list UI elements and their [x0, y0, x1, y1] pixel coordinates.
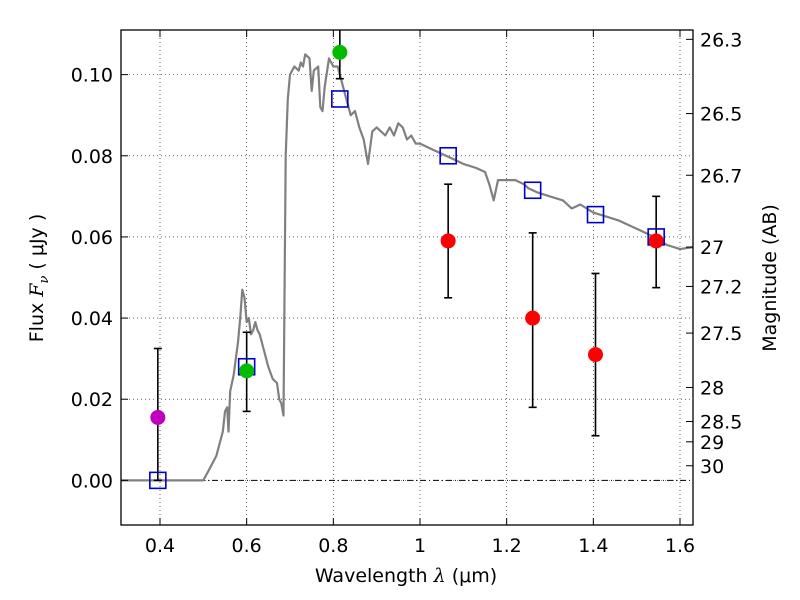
model-band-square [523, 181, 542, 200]
y2-tick-label: 27.2 [700, 276, 742, 298]
x-tick-label: 0.6 [232, 535, 262, 557]
y2-tick-label: 26.3 [700, 29, 742, 51]
x-tick-label: 0.4 [145, 535, 175, 557]
y2-tick-label: 30 [700, 456, 724, 478]
plot-frame [120, 29, 694, 526]
model-band-square [149, 471, 167, 490]
observed-photometry-markers [150, 44, 664, 425]
y-tick-label: 0.04 [71, 308, 113, 330]
y2-tick-label: 28.5 [700, 412, 742, 434]
x-tick-label: 0.8 [318, 535, 348, 557]
model-spectrum-line [121, 53, 693, 482]
observed-flux-point [239, 363, 255, 379]
y2-tick-label: 27.5 [700, 323, 742, 345]
x-tick-label: 1.6 [665, 535, 695, 557]
model-band-square [439, 146, 457, 165]
observed-flux-point [588, 347, 603, 363]
observed-flux-point [648, 233, 664, 249]
model-photometry-markers [149, 90, 665, 490]
y2-tick-label: 26.5 [700, 104, 742, 126]
y-tick-label: 0.08 [71, 146, 113, 168]
y2-tick-label: 26.7 [700, 165, 742, 187]
model-band-square [586, 205, 605, 224]
y2-tick-label: 27 [700, 237, 724, 259]
y2-tick-label: 29 [700, 432, 724, 454]
observed-flux-point [150, 409, 166, 425]
grid [121, 30, 693, 525]
observed-flux-point [525, 310, 541, 326]
y-tick-label: 0.02 [71, 389, 113, 411]
x-tick-label: 1.2 [492, 535, 522, 557]
observed-flux-point [332, 44, 348, 60]
y-axis-label: Flux Fν ( μJy ) [26, 214, 52, 343]
model-band-square [331, 90, 349, 108]
y2-axis-label: Magnitude (AB) [759, 204, 781, 352]
y2-tick-label: 28 [700, 377, 724, 399]
y-tick-label: 0.10 [71, 65, 113, 87]
x-axis-label: Wavelength λ (μm) [315, 565, 497, 587]
x-axis-ticks: 0.4 0.6 0.8 1 1.2 1.4 1.6 [145, 30, 695, 557]
y-axis-ticks: 0.00 0.02 0.04 0.06 0.08 0.10 [71, 65, 128, 492]
x-tick-label: 1 [414, 535, 426, 557]
x-tick-label: 1.4 [578, 535, 608, 557]
y-tick-label: 0.06 [71, 227, 113, 249]
y-tick-label: 0.00 [71, 470, 113, 492]
observed-flux-point [440, 233, 456, 249]
